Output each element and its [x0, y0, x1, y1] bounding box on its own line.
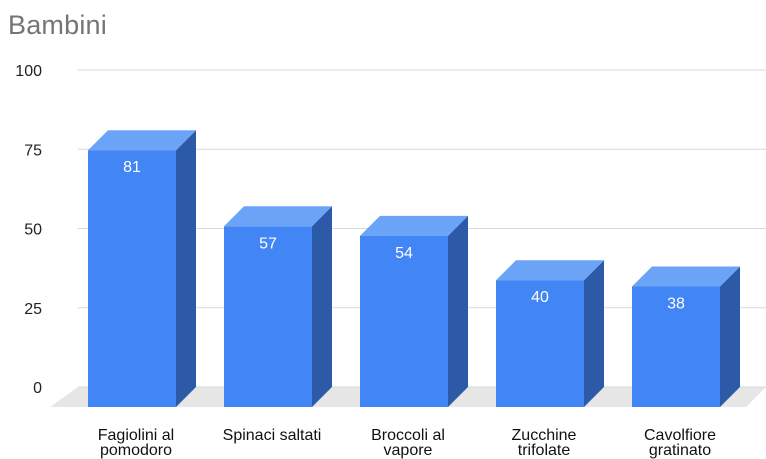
chart-title: Bambini [8, 10, 107, 40]
data-label: 54 [395, 245, 413, 262]
bar-front [88, 150, 176, 408]
data-label: 38 [667, 296, 685, 313]
bar-side [312, 206, 332, 407]
x-category-label: Fagiolini al pomodoro [98, 427, 174, 459]
y-tick-label: 50 [24, 222, 42, 239]
bar-top [224, 206, 332, 227]
bar [88, 130, 196, 408]
data-label: 57 [259, 235, 277, 252]
bar-front [496, 280, 584, 407]
y-tick-label: 25 [24, 301, 42, 318]
data-label: 81 [123, 159, 141, 176]
bar [224, 206, 332, 407]
y-tick-label: 75 [24, 142, 42, 159]
bar-side [584, 260, 604, 407]
bar-top [496, 260, 604, 281]
bar-top [88, 130, 196, 151]
bar-front [224, 226, 312, 407]
bar-top [360, 215, 468, 236]
y-tick-label: 100 [15, 63, 42, 80]
bar [632, 266, 740, 407]
x-category-label: Zucchine trifolate [512, 427, 577, 459]
x-category-label: Spinaci saltati [223, 427, 322, 444]
bar-side [720, 266, 740, 407]
bar-side [448, 215, 468, 407]
bar [360, 215, 468, 407]
bar-front [360, 235, 448, 407]
y-tick-label: 0 [33, 380, 42, 397]
data-label: 40 [531, 289, 549, 306]
bar-top [632, 266, 740, 287]
bar-front [632, 286, 720, 407]
bar-side [176, 130, 196, 408]
x-category-label: Broccoli al vapore [371, 427, 445, 459]
bar [496, 260, 604, 407]
x-category-label: Cavolfiore gratinato [644, 427, 716, 459]
